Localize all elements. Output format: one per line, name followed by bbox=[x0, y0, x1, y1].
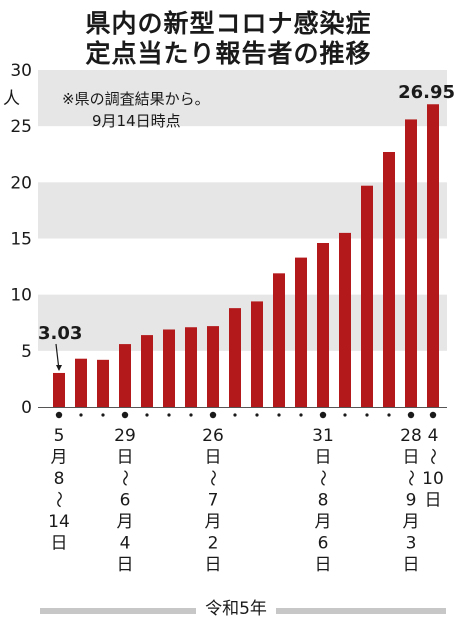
x-tick-label: 日 bbox=[315, 448, 332, 468]
x-tick-label: 月 bbox=[403, 512, 420, 532]
x-tick-dot bbox=[365, 413, 369, 417]
bar bbox=[273, 273, 285, 407]
x-tick-label: 5 bbox=[54, 426, 65, 446]
x-tick-label: 日 bbox=[117, 555, 134, 575]
x-tick-dot bbox=[299, 413, 303, 417]
x-tick-dot bbox=[387, 413, 391, 417]
bar bbox=[427, 104, 439, 408]
bar bbox=[405, 119, 417, 407]
x-tick-label: ～ bbox=[400, 470, 420, 487]
bar bbox=[207, 326, 219, 407]
y-tick-label: 5 bbox=[21, 342, 32, 362]
x-tick-label: 日 bbox=[51, 534, 68, 554]
x-tick-dot bbox=[429, 411, 437, 419]
note-line1: ※県の調査結果から。 bbox=[62, 90, 210, 108]
chart-title-line2: 定点当たり報告者の推移 bbox=[85, 39, 372, 68]
x-tick-label: 28 bbox=[400, 426, 422, 446]
x-tick-label: 6 bbox=[120, 491, 131, 511]
x-tick-dot bbox=[189, 413, 193, 417]
x-tick-dot bbox=[209, 411, 217, 419]
x-tick-label: 29 bbox=[114, 426, 136, 446]
grid-band bbox=[38, 182, 447, 239]
x-tick-label: ～ bbox=[202, 470, 222, 487]
x-tick-label: 7 bbox=[208, 491, 219, 511]
era-label: 令和5年 bbox=[205, 599, 267, 619]
x-tick-dot bbox=[233, 413, 237, 417]
bar bbox=[317, 242, 329, 407]
y-tick-label: 25 bbox=[10, 117, 32, 137]
y-tick-label: 30 bbox=[10, 61, 32, 81]
bar bbox=[119, 344, 131, 407]
data-label-first: 3.03 bbox=[38, 323, 82, 344]
bar bbox=[163, 329, 175, 407]
x-tick-label: 日 bbox=[205, 448, 222, 468]
x-tick-dot bbox=[145, 413, 149, 417]
y-tick-label: 20 bbox=[10, 173, 32, 193]
x-tick-label: 9 bbox=[406, 491, 417, 511]
x-tick-label: 10 bbox=[422, 469, 444, 489]
x-tick-label: 月 bbox=[205, 512, 222, 532]
x-tick-dot bbox=[55, 411, 63, 419]
x-tick-label: 6 bbox=[318, 534, 329, 554]
bar bbox=[75, 358, 87, 407]
x-tick-label: 日 bbox=[205, 555, 222, 575]
x-tick-label: 8 bbox=[54, 469, 65, 489]
x-tick-label: 日 bbox=[425, 491, 442, 511]
x-tick-dot bbox=[343, 413, 347, 417]
chart-title-line1: 県内の新型コロナ感染症 bbox=[85, 9, 372, 38]
x-tick-dot bbox=[121, 411, 129, 419]
x-tick-label: ～ bbox=[422, 448, 442, 465]
bar bbox=[141, 335, 153, 407]
y-unit-label: 人 bbox=[3, 89, 20, 109]
x-tick-dot bbox=[167, 413, 171, 417]
bar bbox=[97, 359, 109, 407]
x-tick-label: 4 bbox=[120, 534, 131, 554]
x-tick-dot bbox=[407, 411, 415, 419]
x-tick-label: 日 bbox=[403, 555, 420, 575]
x-tick-label: 3 bbox=[406, 534, 417, 554]
bar bbox=[339, 232, 351, 407]
data-label-last: 26.95 bbox=[398, 82, 455, 103]
bar bbox=[251, 301, 263, 407]
x-tick-label: 31 bbox=[312, 426, 334, 446]
bar bbox=[361, 185, 373, 407]
era-label-bg bbox=[196, 596, 276, 620]
y-tick-label: 0 bbox=[21, 398, 32, 418]
x-tick-label: 4 bbox=[428, 426, 439, 446]
grid-band bbox=[38, 70, 447, 127]
x-tick-dot bbox=[79, 413, 83, 417]
note-line2: 9月14日時点 bbox=[92, 112, 181, 130]
bar bbox=[383, 152, 395, 407]
grid-band bbox=[38, 294, 447, 351]
x-tick-label: 26 bbox=[202, 426, 224, 446]
bar bbox=[229, 308, 241, 407]
data-label-pointer-arrowhead bbox=[56, 364, 62, 371]
x-tick-label: 日 bbox=[117, 448, 134, 468]
y-tick-label: 15 bbox=[10, 230, 32, 250]
x-tick-label: 2 bbox=[208, 534, 219, 554]
x-tick-dot bbox=[277, 413, 281, 417]
x-tick-label: 日 bbox=[403, 448, 420, 468]
x-tick-dot bbox=[319, 411, 327, 419]
x-tick-label: 日 bbox=[315, 555, 332, 575]
x-tick-label: 14 bbox=[48, 512, 70, 532]
x-tick-label: ～ bbox=[48, 491, 68, 508]
x-tick-label: 月 bbox=[117, 512, 134, 532]
y-tick-label: 10 bbox=[10, 286, 32, 306]
bar bbox=[295, 257, 307, 407]
x-tick-dot bbox=[255, 413, 259, 417]
x-tick-label: 月 bbox=[315, 512, 332, 532]
bar bbox=[185, 327, 197, 407]
x-tick-label: ～ bbox=[114, 470, 134, 487]
bar bbox=[53, 372, 65, 407]
x-tick-label: 8 bbox=[318, 491, 329, 511]
x-tick-label: 月 bbox=[51, 448, 68, 468]
x-tick-dot bbox=[101, 413, 105, 417]
x-tick-label: ～ bbox=[312, 470, 332, 487]
